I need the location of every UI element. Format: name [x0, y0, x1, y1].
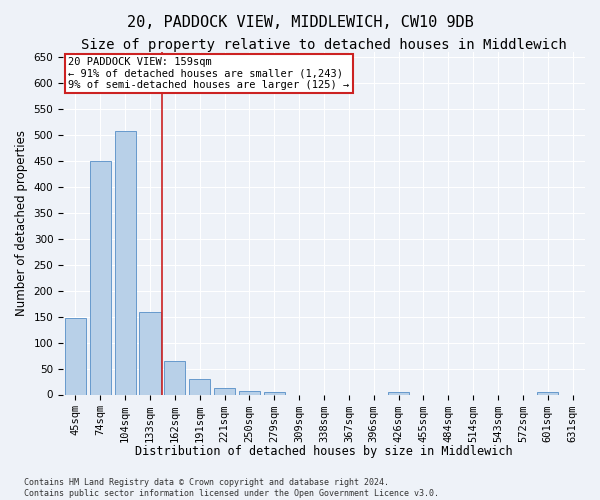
Bar [214, 388, 235, 394]
Text: 20, PADDOCK VIEW, MIDDLEWICH, CW10 9DB: 20, PADDOCK VIEW, MIDDLEWICH, CW10 9DB [127, 15, 473, 30]
Text: 20 PADDOCK VIEW: 159sqm
← 91% of detached houses are smaller (1,243)
9% of semi-: 20 PADDOCK VIEW: 159sqm ← 91% of detache… [68, 56, 349, 90]
X-axis label: Distribution of detached houses by size in Middlewich: Distribution of detached houses by size … [135, 444, 513, 458]
Bar [90, 161, 111, 394]
Bar [264, 392, 285, 394]
Bar [388, 392, 409, 394]
Title: Size of property relative to detached houses in Middlewich: Size of property relative to detached ho… [81, 38, 567, 52]
Text: Contains HM Land Registry data © Crown copyright and database right 2024.
Contai: Contains HM Land Registry data © Crown c… [24, 478, 439, 498]
Bar [139, 312, 161, 394]
Bar [115, 131, 136, 394]
Bar [537, 392, 558, 394]
Bar [239, 391, 260, 394]
Bar [189, 379, 210, 394]
Bar [164, 360, 185, 394]
Bar [65, 318, 86, 394]
Y-axis label: Number of detached properties: Number of detached properties [15, 130, 28, 316]
